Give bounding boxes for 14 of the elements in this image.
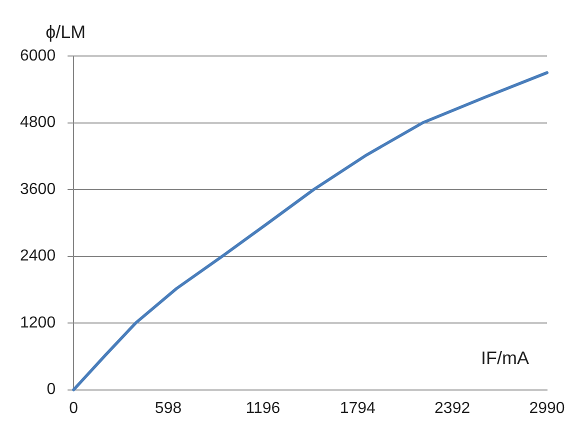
x-tick-label: 1794 — [340, 400, 376, 417]
y-tick-label: 3600 — [20, 180, 56, 198]
x-tick-label: 2392 — [434, 400, 470, 417]
y-axis-title: ϕ/LM — [46, 22, 86, 42]
x-tick-label: 598 — [154, 400, 182, 417]
x-tick-label: 1196 — [246, 400, 280, 417]
y-tick-label: 4800 — [20, 114, 56, 132]
x-tick-label: 0 — [69, 400, 78, 417]
x-tick-label: 2990 — [529, 400, 565, 417]
y-tick-label: 2400 — [20, 248, 56, 265]
x-axis-title: IF/mA — [481, 348, 529, 368]
y-tick-label: 1200 — [20, 314, 56, 332]
y-tick-label: 0 — [46, 381, 56, 398]
y-tick-label: 6000 — [20, 47, 56, 64]
